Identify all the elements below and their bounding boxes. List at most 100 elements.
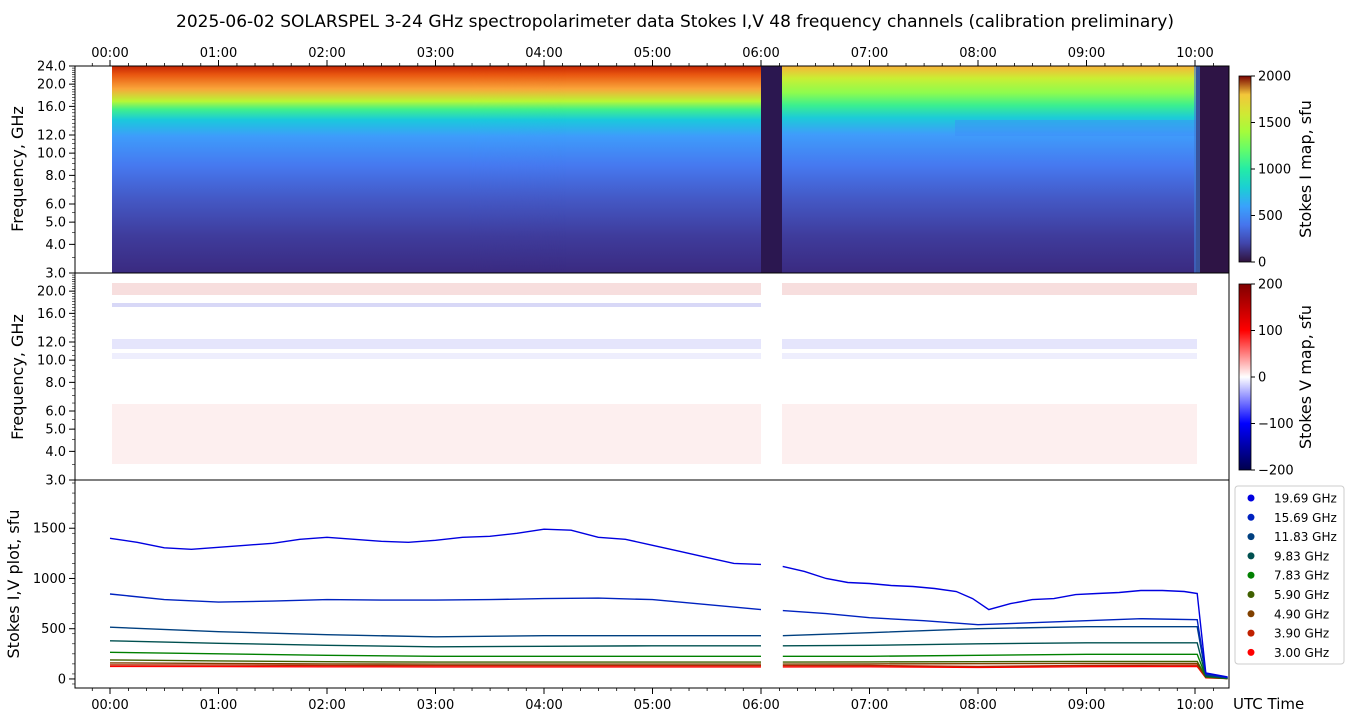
stokes-v-colorbar (1238, 283, 1252, 471)
colorbar-tick-label: 1500 (1258, 116, 1291, 131)
stokes-line-plot-series (109, 528, 1228, 680)
stokes-i-map-data-gap (761, 66, 782, 273)
legend-marker (1247, 533, 1255, 541)
colorbar-tick-label: 0 (1258, 256, 1266, 271)
frequency-tick-label: 8.0 (45, 169, 66, 184)
stokes-line-plot-y-axis: 0 500 1000 1500 (33, 482, 75, 687)
stokes-i-colorbar (1238, 75, 1252, 263)
colorbar-tick-label: 2000 (1258, 70, 1291, 85)
y-axis-tick-label: 0 (58, 672, 66, 687)
time-tick-label-top: 04:00 (525, 46, 562, 61)
legend-label: 9.83 GHz (1274, 549, 1329, 563)
stokes-v-map-band-low (112, 404, 1197, 464)
time-tick-label-bottom: 10:00 (1176, 698, 1213, 713)
legend-label: 7.83 GHz (1274, 569, 1329, 583)
time-tick-label-top: 01:00 (200, 46, 237, 61)
legend-marker (1247, 571, 1255, 579)
colorbar-tick-label: 1000 (1258, 163, 1291, 178)
legend-marker (1247, 513, 1255, 521)
legend-marker (1247, 494, 1255, 502)
stokes-v-ylabel: Frequency, GHz (8, 314, 27, 440)
frequency-tick-label: 4.0 (45, 238, 66, 253)
stokes-i-map-panel: 3.0 4.0 5.0 6.0 8.0 10.0 12.0 16.0 20.0 24.0 Freq… (8, 60, 1315, 282)
figure-title: 2025-06-02 SOLARSPEL 3-24 GHz spectropol… (176, 12, 1174, 32)
time-tick-label-bottom: 06:00 (742, 698, 779, 713)
line-plot-data-gap (761, 570, 783, 680)
stokes-v-colorbar-label: Stokes V map, sfu (1296, 305, 1315, 449)
bottom-time-axis: 00:00 01:00 02:00 03:00 04:00 05:00 06:00 07:00… (91, 688, 1214, 713)
stokes-i-map-fade-layer (112, 66, 761, 273)
legend-marker (1247, 648, 1255, 656)
series-line-19-69-ghzline (109, 528, 1228, 678)
stokes-i-map-band-8ghz-region (955, 120, 1196, 136)
stokes-v-map-band-17ghz (112, 303, 762, 307)
frequency-tick-label: 8.0 (45, 376, 66, 391)
frequency-tick-label: 3.0 (45, 267, 66, 282)
stokes-i-colorbar-label: Stokes I map, sfu (1296, 100, 1315, 238)
frequency-tick-label: 6.0 (45, 405, 66, 420)
colorbar-tick-label: 500 (1258, 209, 1283, 224)
stokes-i-map-end-edge (1194, 66, 1200, 273)
legend-label: 3.90 GHz (1274, 627, 1329, 641)
legend-marker (1247, 552, 1255, 560)
frequency-tick-label: 3.0 (45, 474, 66, 489)
legend-marker (1247, 610, 1255, 618)
time-tick-label-bottom: 07:00 (851, 698, 888, 713)
frequency-tick-label: 5.0 (45, 423, 66, 438)
stokes-v-frequency-axis: 3.0 4.0 5.0 6.0 8.0 10.0 12.0 16.0 20.0 (37, 272, 75, 489)
legend-label: 4.90 GHz (1274, 607, 1329, 621)
x-axis-label: UTC Time (1233, 695, 1304, 713)
colorbar-tick-label: −200 (1258, 464, 1294, 479)
stokes-v-map-band-20ghz (112, 283, 1197, 295)
series-line-9-83-ghzline (109, 640, 1228, 679)
frequency-tick-label: 20.0 (37, 285, 66, 300)
stokes-v-map-band-11ghz (112, 353, 1197, 359)
frequency-tick-label: 10.0 (37, 147, 66, 162)
frequency-tick-label: 20.0 (37, 78, 66, 93)
series-line-15-69-ghzline (109, 593, 1228, 679)
time-tick-label-bottom: 02:00 (308, 698, 345, 713)
time-tick-label-top: 08:00 (959, 46, 996, 61)
time-tick-label-bottom: 03:00 (417, 698, 454, 713)
time-tick-label-top: 02:00 (308, 46, 345, 61)
stokes-v-map-data-gap (761, 273, 782, 480)
frequency-tick-label: 24.0 (37, 60, 66, 75)
stokes-v-colorbar-ticks: −200 −100 0 100 200 (1251, 278, 1294, 479)
legend-marker (1247, 591, 1255, 598)
time-tick-label-top: 03:00 (417, 46, 454, 61)
frequency-tick-label: 12.0 (37, 336, 66, 351)
time-tick-label-bottom: 04:00 (525, 698, 562, 713)
frequency-tick-label: 16.0 (37, 307, 66, 322)
time-tick-label-top: 10:00 (1176, 46, 1213, 61)
frequency-tick-label: 5.0 (45, 216, 66, 231)
stokes-line-plot-ylabel: Stokes I,V plot, sfu (4, 510, 23, 659)
frequency-tick-label: 4.0 (45, 445, 66, 460)
colorbar-tick-label: 0 (1258, 371, 1266, 386)
stokes-i-ylabel: Frequency, GHz (8, 106, 27, 232)
frequency-tick-label: 16.0 (37, 100, 66, 115)
legend-label: 19.69 GHz (1274, 492, 1337, 506)
legend-label: 3.00 GHz (1274, 646, 1329, 660)
time-tick-label-bottom: 08:00 (959, 698, 996, 713)
frequency-tick-label: 6.0 (45, 198, 66, 213)
colorbar-tick-label: −100 (1258, 417, 1294, 432)
time-tick-label-top: 07:00 (851, 46, 888, 61)
legend-label: 15.69 GHz (1274, 511, 1337, 525)
y-axis-tick-label: 1000 (33, 572, 66, 587)
time-tick-label-top: 06:00 (742, 46, 779, 61)
time-tick-label-bottom: 00:00 (91, 698, 128, 713)
time-tick-label-top: 00:00 (91, 46, 128, 61)
time-tick-label-bottom: 05:00 (634, 698, 671, 713)
time-tick-label-bottom: 01:00 (200, 698, 237, 713)
stokes-v-map-panel: 3.0 4.0 5.0 6.0 8.0 10.0 12.0 16.0 20.0 Frequenc… (8, 272, 1315, 489)
time-tick-label-top: 09:00 (1068, 46, 1105, 61)
time-tick-label-bottom: 09:00 (1068, 698, 1105, 713)
stokes-i-map-after-end (1196, 66, 1229, 273)
legend: 19.69 GHz 15.69 GHz 11.83 GHz 9.83 GHz 7.83 … (1247, 492, 1337, 660)
frequency-tick-label: 10.0 (37, 354, 66, 369)
colorbar-tick-label: 100 (1258, 324, 1283, 339)
time-tick-label-top: 05:00 (634, 46, 671, 61)
stokes-v-map-band-12ghz (112, 339, 1197, 349)
